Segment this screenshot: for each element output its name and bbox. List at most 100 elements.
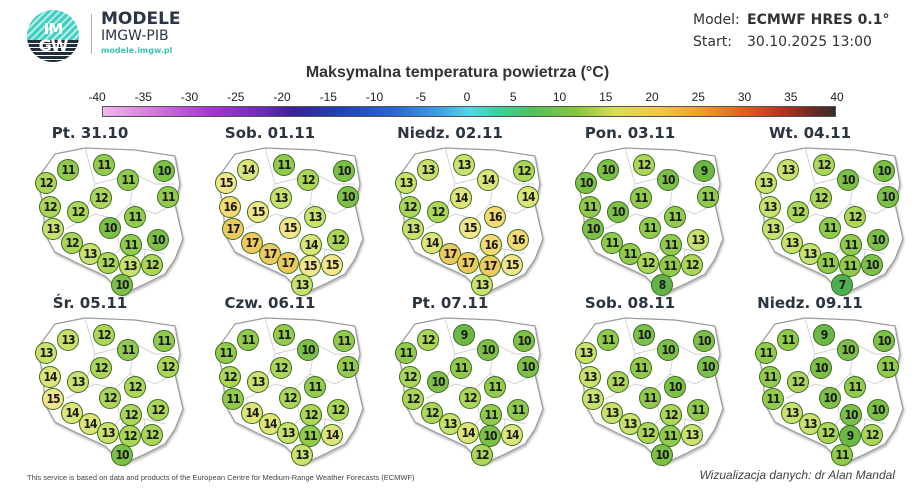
temperature-marker: 13 — [453, 154, 475, 176]
temperature-marker: 13 — [601, 402, 623, 424]
temperature-marker: 17 — [241, 232, 263, 254]
temperature-marker: 11 — [333, 330, 355, 352]
temperature-marker: 11 — [304, 376, 326, 398]
day-label: Wt. 04.11 — [768, 124, 852, 142]
temperature-marker: 12 — [270, 357, 292, 379]
temperature-marker: 12 — [787, 371, 809, 393]
temperature-marker: 11 — [153, 330, 175, 352]
temperature-marker: 14 — [450, 187, 472, 209]
temperature-marker: 12 — [637, 422, 659, 444]
temperature-marker: 12 — [861, 424, 883, 446]
brand-url[interactable]: modele.imgw.pl — [101, 46, 173, 55]
temperature-marker: 11 — [337, 356, 359, 378]
temperature-marker: 10 — [651, 444, 673, 466]
temperature-marker: 10 — [873, 330, 895, 352]
temperature-marker: 12 — [147, 399, 169, 421]
temperature-marker: 9 — [453, 324, 475, 346]
color-scale-labels: -40 -35 -30 -25 -20 -15 -10 -5 0 5 10 15 20 25 30 35 40 — [88, 90, 843, 104]
scale-tick-label: 35 — [784, 90, 798, 104]
temperature-marker: 17 — [439, 243, 461, 265]
temperature-marker: 10 — [517, 356, 539, 378]
temperature-marker: 11 — [57, 159, 79, 181]
temperature-marker: 11 — [597, 329, 619, 351]
scale-tick-label: 20 — [645, 90, 659, 104]
temperature-marker: 13 — [582, 388, 604, 410]
scale-tick-label: -25 — [227, 90, 245, 104]
temperature-marker: 14 — [39, 366, 61, 388]
day-label: Śr. 05.11 — [52, 294, 128, 312]
temperature-marker: 11 — [93, 154, 115, 176]
temperature-marker: 11 — [630, 357, 652, 379]
temperature-marker: 15 — [42, 388, 64, 410]
temperature-marker: 10 — [582, 218, 604, 240]
temperature-marker: 10 — [513, 330, 535, 352]
temperature-marker: 10 — [840, 404, 862, 426]
temperature-marker: 10 — [819, 387, 841, 409]
temperature-marker: 11 — [222, 388, 244, 410]
temperature-marker: 14 — [421, 232, 443, 254]
temperature-marker: 15 — [501, 254, 523, 276]
temperature-marker: 13 — [799, 413, 821, 435]
imgw-logo: IM GW — [27, 10, 79, 62]
temperature-marker: 10 — [693, 330, 715, 352]
temperature-marker: 10 — [153, 160, 175, 182]
temperature-marker: 10 — [297, 339, 319, 361]
temperature-marker: 13 — [42, 218, 64, 240]
temperature-marker: 12 — [399, 196, 421, 218]
temperature-marker: 14 — [477, 169, 499, 191]
day-label: Czw. 06.11 — [224, 294, 316, 312]
temperature-marker: 13 — [57, 329, 79, 351]
temperature-marker: 12 — [633, 154, 655, 176]
scale-tick-label: -15 — [319, 90, 337, 104]
temperature-marker: 13 — [619, 413, 641, 435]
temperature-marker: 16 — [484, 206, 506, 228]
temperature-marker: 10 — [657, 339, 679, 361]
temperature-marker: 10 — [633, 324, 655, 346]
temperature-marker: 11 — [484, 376, 506, 398]
temperature-marker: 10 — [477, 339, 499, 361]
temperature-marker: 11 — [687, 399, 709, 421]
temperature-marker: 12 — [427, 201, 449, 223]
scale-tick-label: -20 — [273, 90, 291, 104]
temperature-marker: 15 — [299, 255, 321, 277]
temperature-marker: 13 — [270, 187, 292, 209]
temperature-marker: 12 — [459, 387, 481, 409]
temperature-marker: 13 — [777, 159, 799, 181]
temperature-marker: 11 — [120, 234, 142, 256]
temperature-marker: 14 — [321, 424, 343, 446]
temperature-marker: 12 — [39, 196, 61, 218]
temperature-marker: 11 — [117, 339, 139, 361]
temperature-marker: 13 — [247, 371, 269, 393]
temperature-marker: 13 — [439, 413, 461, 435]
map-title: Maksymalna temperatura powietrza (°C) — [305, 64, 610, 81]
temperature-marker: 11 — [630, 187, 652, 209]
temperature-marker: 10 — [810, 357, 832, 379]
temperature-marker: 11 — [157, 186, 179, 208]
scale-tick-label: -5 — [415, 90, 427, 104]
temperature-marker: 12 — [279, 387, 301, 409]
scale-tick-label: 40 — [830, 90, 844, 104]
temperature-marker: 12 — [90, 187, 112, 209]
temperature-marker: 12 — [399, 366, 421, 388]
temperature-marker: 10 — [99, 217, 121, 239]
temperature-marker: 11 — [299, 425, 321, 447]
model-info: Model: ECMWF HRES 0.1° — [693, 12, 889, 28]
temperature-marker: 12 — [637, 252, 659, 274]
brand-subtitle: IMGW-PIB — [101, 28, 169, 44]
temperature-marker: 12 — [61, 232, 83, 254]
temperature-marker: 12 — [97, 252, 119, 274]
visualization-credit: Wizualizacja danych: dr Alan Mandal — [699, 468, 895, 482]
temperature-marker: 12 — [90, 357, 112, 379]
temperature-marker: 11 — [395, 342, 417, 364]
temperature-marker: 12 — [417, 329, 439, 351]
temperature-marker: 12 — [327, 229, 349, 251]
temperature-marker: 11 — [844, 376, 866, 398]
logo-text-bottom: GW — [38, 36, 69, 55]
forecast-day-panel: Pt. 31.10 11 11 10 12 11 11 12 12 12 11 10 13 12 10 11 1… — [25, 124, 195, 296]
temperature-marker: 13 — [277, 422, 299, 444]
temperature-marker: 11 — [831, 444, 853, 466]
forecast-day-panel: Niedz. 02.11 13 13 12 13 14 14 14 12 12 16 15 13 14 16… — [385, 124, 555, 296]
forecast-day-panel: Wt. 04.11 13 12 10 13 10 10 12 13 12 12 11 13 13 10 11 1… — [745, 124, 915, 296]
temperature-marker: 13 — [687, 229, 709, 251]
temperature-marker: 13 — [759, 196, 781, 218]
